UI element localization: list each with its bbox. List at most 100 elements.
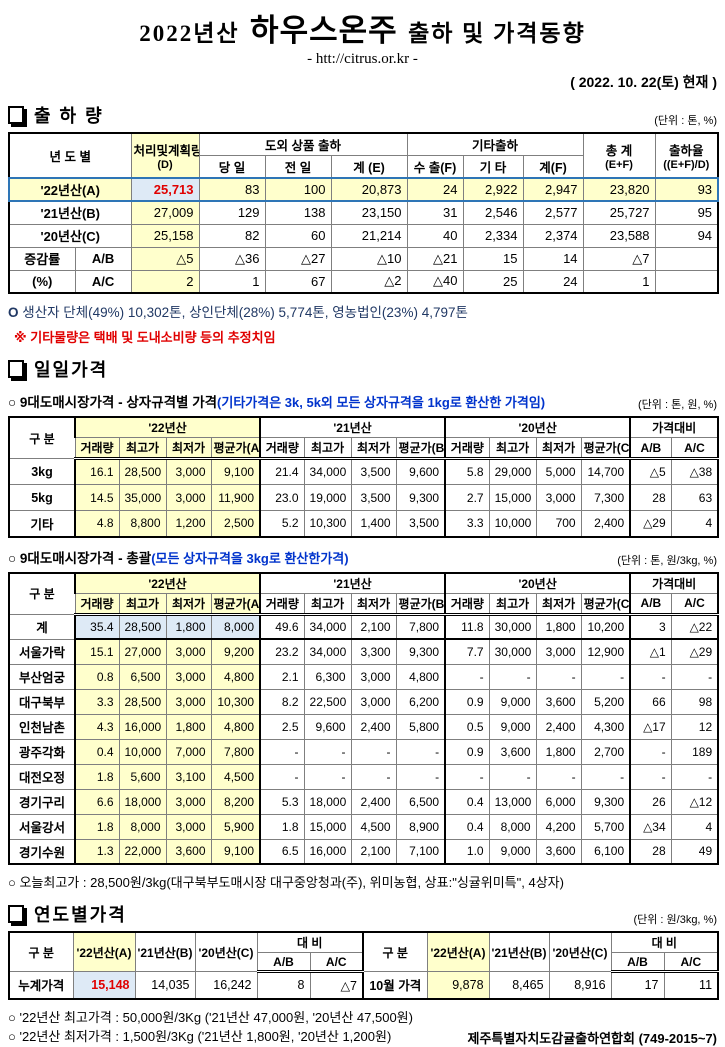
shipment-cell: 23,150	[330, 200, 408, 225]
shipment-cell: △40	[406, 269, 464, 294]
shipment-cell: 25,713	[130, 177, 200, 203]
summary-price-cell: △22	[670, 613, 719, 641]
summary-price-cell: 1.3	[74, 838, 120, 865]
summary-price-cell: 5.3	[259, 788, 305, 815]
col-header: A/C	[663, 952, 719, 974]
summary-price-cell: -	[350, 738, 397, 765]
box-price-cell: 21.4	[259, 458, 305, 486]
summary-price-cell: 7.7	[444, 638, 490, 665]
box-price-cell: 4.8	[74, 510, 120, 538]
col-header: 최저가	[165, 592, 212, 616]
summary-price-cell: 0.8	[74, 663, 120, 690]
yearly-price-cell: 15,148	[72, 971, 136, 1000]
section-square-icon	[8, 905, 24, 924]
summary-price-cell: 34,000	[303, 613, 352, 641]
summary-price-cell: 3,000	[350, 663, 397, 690]
summary-price-cell: 10,200	[580, 613, 631, 641]
summary-price-cell: 0.9	[444, 688, 490, 715]
shipment-cell: 2,922	[462, 177, 524, 203]
summary-price-cell: 3,000	[165, 688, 212, 715]
summary-price-cell: 35.4	[74, 613, 120, 641]
shipment-cell: △7	[582, 246, 656, 271]
col-header: 거래량	[259, 437, 305, 461]
today-top-price-note: ○ 오늘최고가 : 28,500원/3kg(대구북부도매시장 대구중앙청과(주)…	[8, 875, 564, 891]
summary-price-cell: -	[670, 663, 719, 690]
summary-price-cell: 4	[670, 813, 719, 840]
summary-price-cell: 9,600	[303, 713, 352, 740]
summary-price-cell: 5,700	[580, 813, 631, 840]
shipment-cell: 129	[198, 200, 266, 225]
summary-price-cell: 2,700	[580, 738, 631, 765]
summary-price-cell: 3.3	[74, 688, 120, 715]
box-price-cell: 2,500	[210, 510, 261, 538]
section-square-icon	[8, 106, 24, 125]
row-label: '21년산(B)	[8, 200, 132, 225]
title-year: 2022년산	[139, 21, 240, 46]
summary-price-cell: 18,000	[303, 788, 352, 815]
site-url: - htt://citrus.or.kr -	[307, 51, 418, 68]
box-price-cell: 1,200	[165, 510, 212, 538]
summary-price-cell: 4.3	[74, 713, 120, 740]
box-price-cell: 28,500	[118, 458, 167, 486]
box-price-cell: 700	[535, 510, 582, 538]
box-price-cell: 4	[670, 510, 719, 538]
col-header: 최고가	[118, 437, 167, 461]
summary-price-cell: 6,200	[395, 688, 446, 715]
summary-price-cell: 8,000	[118, 813, 167, 840]
subheading-note: (모든 상자규격을 3kg로 환산한가격)	[151, 550, 349, 566]
shipment-cell: 2,947	[522, 177, 584, 203]
col-header: A/B	[629, 437, 672, 461]
col-header: 평균가(B)	[395, 437, 446, 461]
col-header-y21: '21년산(B)	[488, 931, 550, 973]
col-header: 최고가	[303, 592, 352, 616]
shipment-cell: 25	[462, 269, 524, 294]
row-label: 대전오정	[8, 763, 76, 790]
summary-price-cell: 8,900	[395, 813, 446, 840]
organization-name: 제주특별자치도감귤출하연합회 (749-2015~7)	[467, 1030, 717, 1046]
col-header-rate: 출하율 ((E+F)/D)	[654, 132, 719, 179]
box-price-cell: 10,300	[303, 510, 352, 538]
col-header: 평균가(C)	[580, 592, 631, 616]
box-price-cell: △38	[670, 458, 719, 486]
subheading-text: ○ 9대도매시장가격 - 총괄	[8, 550, 152, 566]
summary-price-cell: 66	[629, 688, 672, 715]
yearly-price-cell: 8,465	[488, 971, 550, 1000]
box-price-cell: 1,400	[350, 510, 397, 538]
shipment-cell: 82	[198, 223, 266, 248]
summary-price-cell: 2,400	[350, 713, 397, 740]
box-price-cell: 3,000	[535, 484, 582, 512]
shipment-table: 년 도 별 처리및계획량 (D) 도외 상품 출하 기타출하 총 계 (E+F)…	[7, 132, 720, 295]
shipment-cell: A/B	[74, 246, 132, 271]
summary-price-cell: 6.6	[74, 788, 120, 815]
summary-price-cell: 8,000	[488, 813, 537, 840]
box-price-cell: 28	[629, 484, 672, 512]
col-header: A/B	[610, 952, 665, 974]
box-price-cell: 15,000	[488, 484, 537, 512]
box-price-cell: 3.3	[444, 510, 490, 538]
summary-price-cell: 3,000	[165, 663, 212, 690]
summary-price-cell: 3,000	[350, 688, 397, 715]
summary-price-cell: 6,000	[535, 788, 582, 815]
summary-price-cell: 13,000	[488, 788, 537, 815]
col-header-year: 년 도 별	[8, 132, 132, 179]
shipment-cell: 138	[264, 200, 332, 225]
col-header-total-line2: (E+F)	[605, 159, 633, 172]
col-header-y21: '21년산(B)	[134, 931, 196, 973]
summary-price-cell: 1,800	[165, 713, 212, 740]
summary-price-cell: 1,800	[535, 738, 582, 765]
summary-price-subheading: ○ 9대도매시장가격 - 총괄(모든 상자규격을 3kg로 환산한가격) (단위…	[8, 547, 717, 568]
box-price-cell: 14.5	[74, 484, 120, 512]
col-header-sum-f: 계(F)	[522, 155, 584, 179]
shipment-cell: 1	[582, 269, 656, 294]
summary-price-cell: 12	[670, 713, 719, 740]
summary-price-cell: 28	[629, 838, 672, 865]
yearly-section-header: 연도별가격 (단위 : 원/3kg, %)	[8, 901, 717, 927]
note-text: 생산자 단체(49%) 10,302톤, 상인단체(28%) 5,774톤, 영…	[22, 305, 468, 321]
summary-price-cell: 4,500	[210, 763, 261, 790]
summary-price-cell: -	[259, 738, 305, 765]
col-header-plan-line2: (D)	[157, 159, 173, 172]
col-group-y21: '21년산	[259, 572, 446, 594]
summary-price-cell: 1.8	[259, 813, 305, 840]
box-price-cell: 11,900	[210, 484, 261, 512]
subheading-text: ○ 9대도매시장가격 - 상자규격별 가격	[8, 395, 218, 411]
